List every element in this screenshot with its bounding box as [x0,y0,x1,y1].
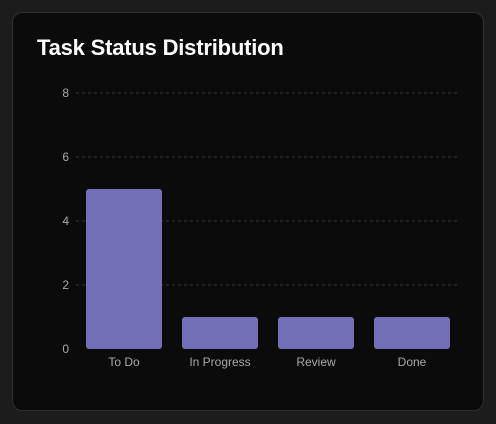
x-axis-ticks: To Do In Progress Review Done [108,355,426,369]
x-tick-label: Done [398,355,427,369]
bar-done[interactable] [374,317,450,349]
bar-in-progress[interactable] [182,317,258,349]
x-tick-label: In Progress [189,355,250,369]
y-tick-label: 2 [62,278,69,292]
chart-title: Task Status Distribution [37,35,284,60]
y-tick-label: 6 [62,150,69,164]
y-tick-label: 8 [62,86,69,100]
y-axis-ticks: 0 2 4 6 8 [62,86,69,356]
x-tick-label: Review [296,355,336,369]
y-tick-label: 4 [62,214,69,228]
chart-card: Task Status Distribution 0 2 4 6 8 To Do In P… [12,12,484,411]
x-tick-label: To Do [108,355,140,369]
bar-chart: 0 2 4 6 8 To Do In Progress Review Done [62,86,460,369]
y-tick-label: 0 [62,342,69,356]
bar-review[interactable] [278,317,354,349]
bar-to-do[interactable] [86,189,162,349]
grid-lines [76,92,460,286]
bars [86,189,450,349]
